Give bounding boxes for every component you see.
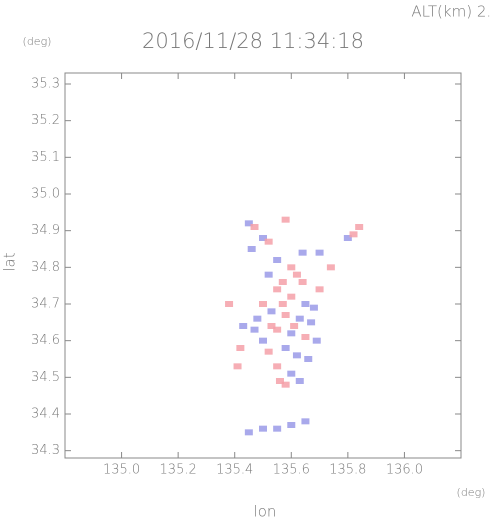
echo-point	[239, 323, 248, 329]
y-tick-label: 35.2	[31, 113, 60, 128]
echo-point	[315, 286, 324, 293]
x-tick-label: 135.4	[216, 463, 253, 478]
echo-point	[281, 312, 290, 318]
echo-point	[292, 271, 301, 278]
echo-point	[287, 264, 296, 271]
echo-point	[301, 418, 310, 425]
y-tick-label: 34.3	[31, 443, 60, 458]
echo-point	[301, 334, 310, 340]
echo-point	[287, 422, 296, 428]
echo-point	[290, 323, 299, 329]
x-tick-label: 135.8	[329, 463, 366, 478]
x-unit: (deg)	[457, 486, 486, 499]
echo-point	[259, 425, 267, 432]
echo-point	[295, 378, 304, 384]
echo-point	[259, 235, 267, 241]
echo-point	[244, 220, 253, 227]
echo-point	[355, 224, 364, 230]
y-tick-label: 35.3	[31, 77, 60, 92]
echo-point	[281, 216, 290, 223]
echo-point	[250, 326, 259, 333]
y-axis-label: lat	[1, 252, 19, 271]
echo-point	[295, 315, 304, 322]
echo-point	[244, 429, 253, 436]
echo-point	[309, 304, 318, 311]
echo-point	[273, 286, 282, 293]
y-tick-label: 34.9	[31, 223, 60, 238]
y-tick-label: 34.8	[31, 260, 60, 275]
y-tick-label: 35.0	[31, 187, 60, 202]
echo-point	[275, 378, 284, 384]
echo-point	[236, 345, 245, 351]
echo-point	[264, 238, 273, 245]
y-tick-label: 34.4	[31, 407, 60, 422]
echo-point	[307, 319, 316, 326]
echo-point	[287, 330, 296, 337]
echo-point	[281, 381, 290, 388]
echo-point	[233, 363, 242, 370]
echo-point	[259, 301, 267, 307]
echo-point	[267, 308, 276, 315]
y-tick-label: 34.7	[31, 297, 60, 312]
echo-point	[273, 425, 282, 432]
echo-point	[304, 356, 313, 362]
echo-point	[281, 345, 290, 351]
echo-point	[315, 249, 324, 256]
echo-point	[298, 279, 307, 285]
echo-point	[264, 271, 273, 278]
echo-point	[259, 337, 267, 344]
echo-point	[312, 337, 321, 344]
echo-point	[301, 301, 310, 307]
echo-point	[292, 352, 301, 359]
echo-point	[250, 224, 259, 230]
echo-point	[278, 301, 287, 307]
echo-point	[343, 235, 352, 241]
echo-point	[273, 326, 282, 333]
x-tick-label: 135.6	[273, 463, 310, 478]
echo-point	[349, 231, 358, 238]
y-unit: (deg)	[23, 35, 52, 48]
x-tick-label: 135.2	[160, 463, 197, 478]
chart-title: 2016/11/28 11:34:18	[142, 29, 364, 53]
echo-point	[264, 348, 273, 355]
y-tick-label: 34.6	[31, 333, 60, 348]
x-tick-label: 135.0	[103, 463, 140, 478]
echo-point	[273, 363, 282, 370]
echo-point	[273, 257, 282, 263]
echo-point	[287, 293, 296, 300]
x-axis-label: lon	[254, 503, 277, 521]
echo-point	[278, 279, 287, 285]
echo-point	[225, 301, 234, 307]
plot-frame	[64, 72, 462, 459]
x-tick-label: 136.0	[386, 463, 423, 478]
altitude-label: ALT(km) 2.0	[411, 3, 491, 21]
echo-point	[253, 315, 262, 322]
echo-point	[298, 249, 307, 256]
echo-point	[267, 323, 276, 329]
y-tick-label: 35.1	[31, 150, 60, 165]
echo-point	[326, 264, 335, 271]
echo-point	[247, 246, 256, 252]
y-tick-label: 34.5	[31, 370, 60, 385]
echo-point	[287, 370, 296, 377]
